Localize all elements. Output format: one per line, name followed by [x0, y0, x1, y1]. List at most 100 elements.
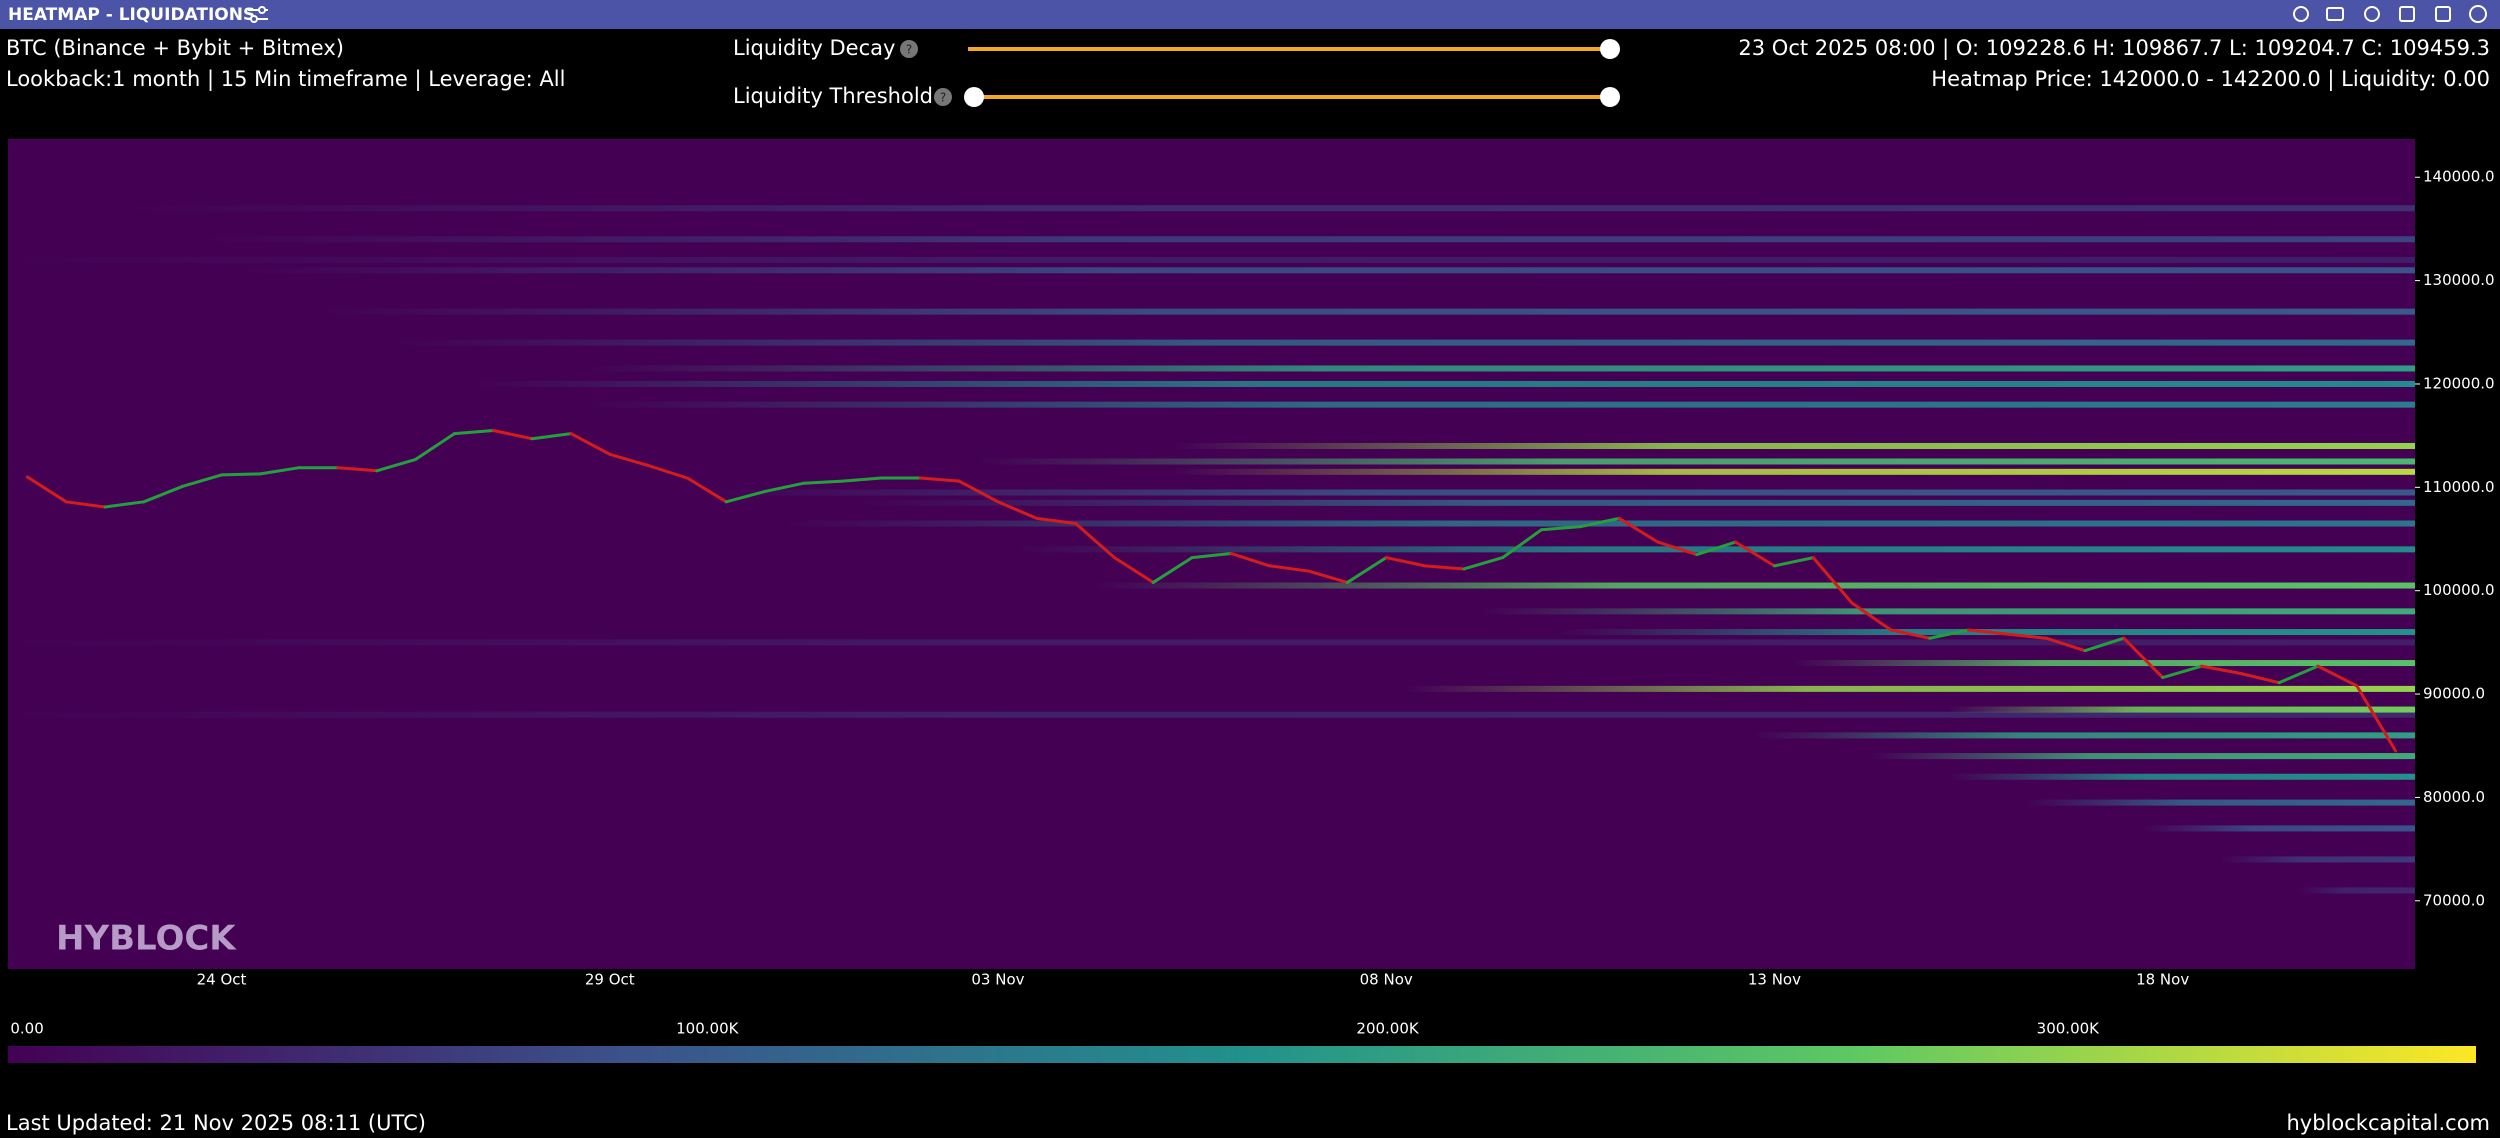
liquidity-band [318, 308, 2416, 315]
help-icon[interactable] [934, 88, 952, 106]
y-tick-label: 80000.0 [2423, 788, 2485, 806]
liquidity-band [862, 499, 2415, 506]
liquidity-band [8, 711, 2415, 718]
gear-button[interactable] [2364, 6, 2380, 22]
price-segment [1151, 556, 1194, 584]
source: BTC (Binance + Bybit + Bitmex) [6, 36, 344, 60]
x-tick-label: 08 Nov [1360, 971, 1413, 989]
settings-icon[interactable] [248, 6, 268, 23]
price-segment [414, 432, 456, 461]
liquidity-band [1793, 660, 2415, 667]
price-segment [1384, 556, 1427, 568]
price-segment [1190, 551, 1233, 560]
threshold-label: Liquidity Threshold [733, 84, 933, 108]
price-segment [452, 428, 495, 436]
price-segment [2161, 664, 2203, 680]
price-segment [1539, 525, 1582, 532]
price-segment [1695, 540, 1738, 557]
price-segment [1656, 540, 1699, 557]
price-segment [1928, 628, 1971, 640]
price-segment [375, 457, 418, 473]
window-controls [2293, 5, 2487, 23]
last-updated: Last Updated: 21 Nov 2025 08:11 (UTC) [6, 1111, 426, 1135]
price-segment [1889, 628, 1932, 640]
liquidity-band [2026, 799, 2415, 806]
liquidity-band [396, 339, 2415, 346]
liquidity-band [124, 205, 2415, 212]
close-button[interactable] [2469, 5, 2487, 23]
price-segment [841, 476, 884, 483]
price-segment [2199, 664, 2242, 675]
price-segment [1462, 556, 1505, 571]
price-segment [142, 484, 185, 504]
price-segment [647, 464, 689, 480]
price-segment [1423, 564, 1466, 571]
price-segment [996, 500, 1039, 520]
price-segment [763, 481, 806, 493]
colorbar-label: 100.00K [676, 1020, 739, 1038]
price-segment [1811, 556, 1854, 605]
price-segment [1268, 564, 1311, 573]
liquidity-band [1871, 753, 2415, 760]
liquidity-band [2143, 825, 2415, 832]
decay-knob[interactable] [1600, 39, 1620, 59]
heatmap-info: Heatmap Price: 142000.0 - 142200.0 | Liq… [1931, 67, 2490, 92]
plot-area [8, 139, 2415, 969]
threshold-knob[interactable] [964, 87, 984, 107]
price-segment [2005, 632, 2048, 640]
price-segment [258, 466, 301, 476]
export-button[interactable] [2435, 6, 2451, 22]
save-button[interactable] [2399, 6, 2415, 22]
price-segment [2122, 636, 2165, 680]
liquidity-band [978, 458, 2416, 465]
y-tick-label: 100000.0 [2423, 581, 2495, 599]
y-tick-label: 120000.0 [2423, 374, 2495, 392]
ohlc-text: 23 Oct 2025 08:00 | O: 109228.6 H: 10986… [1738, 36, 2490, 61]
price-segment [1074, 522, 1116, 560]
price-segment [685, 476, 728, 504]
liquidity-band [1405, 685, 2415, 692]
price-segment [1501, 528, 1543, 560]
price-segment [1112, 556, 1155, 584]
price-segment [1345, 556, 1388, 584]
settings-text: Lookback:1 month | 15 Min timeframe | Le… [6, 67, 565, 92]
liquidity-band [1949, 706, 2415, 713]
liquidity-band [1483, 608, 2415, 615]
title-bar [0, 0, 2500, 29]
help-text: ? [906, 43, 912, 57]
price-segment [1229, 551, 1272, 568]
x-tick-label: 03 Nov [971, 971, 1024, 989]
x-tick-label: 18 Nov [2136, 971, 2189, 989]
threshold-knob[interactable] [1600, 87, 1620, 107]
price-segment [1617, 516, 1660, 544]
y-tick-label: 140000.0 [2423, 168, 2495, 186]
liquidity-band [1095, 582, 2415, 589]
liquidity-band [2220, 856, 2415, 863]
price-segment [2238, 671, 2281, 685]
liquidity-band [8, 256, 2415, 263]
price-segment [1578, 516, 1621, 529]
y-tick-label: 70000.0 [2423, 891, 2485, 909]
decay-label: Liquidity Decay [733, 36, 895, 60]
x-tick-label: 13 Nov [1748, 971, 1801, 989]
y-tick-label: 90000.0 [2423, 685, 2485, 703]
site-link[interactable]: hyblockcapital.com [2287, 1111, 2491, 1135]
colorbar-label: 0.00 [10, 1020, 43, 1038]
camera-button[interactable] [2326, 7, 2344, 21]
price-segment [608, 452, 651, 468]
price-segment [724, 489, 767, 504]
liquidity-band [473, 380, 2415, 387]
window-title: HEATMAP - LIQUIDATIONS [8, 5, 255, 25]
help-icon[interactable] [900, 40, 918, 58]
watermark: HYBLOCK [56, 919, 237, 959]
refresh-button[interactable] [2293, 6, 2309, 22]
liquidity-band [706, 489, 2416, 496]
colorbar [8, 1046, 2476, 1063]
x-tick-label: 24 Oct [197, 971, 247, 989]
price-segment [1734, 540, 1776, 568]
price-segment [2316, 664, 2359, 688]
price-segment [103, 500, 146, 509]
y-tick-label: 130000.0 [2423, 271, 2495, 289]
